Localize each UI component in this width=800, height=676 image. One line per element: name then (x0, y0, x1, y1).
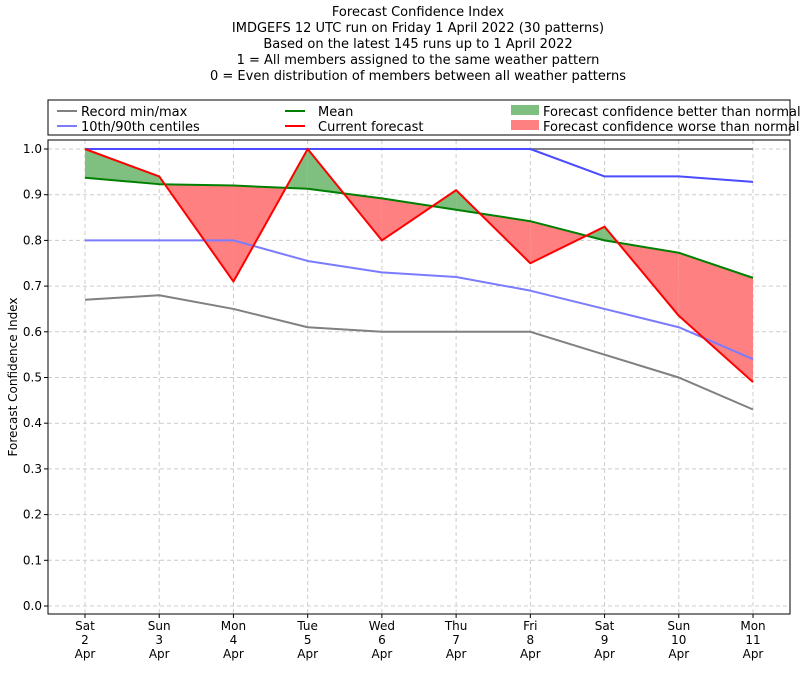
chart-title-block: Forecast Confidence Index IMDGEFS 12 UTC… (210, 5, 626, 84)
x-tick-label: Mon 11 Apr (740, 619, 765, 661)
legend-label-mean: Mean (318, 105, 353, 120)
y-tick-label: 0.2 (23, 508, 42, 522)
series-line-record_min (84, 294, 754, 411)
chart-title-line-4: 1 = All members assigned to the same wea… (237, 53, 600, 68)
legend-label-centiles: 10th/90th centiles (81, 120, 200, 135)
y-tick-label: 0.7 (23, 279, 42, 293)
legend-label-record: Record min/max (81, 105, 188, 120)
x-tick-label: Thu 7 Apr (444, 619, 468, 661)
series-lines (84, 148, 754, 411)
x-axis: Sat 2 Apr Sun 3 Apr Mon 4 Apr Tue 5 Apr Wed 6 Apr Thu 7 A… (75, 614, 766, 661)
legend-label-current: Current forecast (318, 120, 424, 135)
x-tick-label: Fri 8 Apr (520, 619, 541, 661)
chart-title-line-5: 0 = Even distribution of members between… (210, 69, 626, 84)
series-line-p90 (85, 148, 754, 183)
y-tick-label: 1.0 (23, 142, 42, 156)
chart-title-line-3: Based on the latest 145 runs up to 1 Apr… (263, 37, 572, 52)
y-tick-label: 0.8 (23, 233, 42, 247)
series-line-mean (84, 176, 754, 279)
fill-better-than-normal (85, 149, 160, 185)
y-tick-label: 0.3 (23, 462, 42, 476)
x-tick-label: Sun 3 Apr (148, 619, 171, 661)
legend-swatch-worse (511, 120, 539, 130)
series-line-p10 (85, 239, 754, 361)
legend-label-worse: Forecast confidence worse than normal (543, 120, 800, 135)
x-tick-label: Mon 4 Apr (221, 619, 246, 661)
x-tick-label: Sat 9 Apr (594, 619, 615, 661)
series-line-current (84, 148, 754, 383)
legend-swatch-better (511, 105, 539, 115)
legend: Record min/max 10th/90th centiles Mean C… (47, 99, 800, 136)
fill-worse-than-normal (530, 221, 587, 264)
fill-worse-than-normal (678, 252, 753, 383)
legend-label-better: Forecast confidence better than normal (543, 105, 800, 120)
fill-worse-than-normal (381, 198, 433, 241)
y-tick-label: 0.0 (23, 599, 42, 613)
y-axis: 0.0 0.1 0.2 0.3 0.4 0.5 0.6 0.7 0.8 0.9 1.0 (23, 142, 48, 613)
x-tick-label: Sat 2 Apr (75, 619, 96, 661)
legend-box (47, 99, 791, 136)
y-tick-label: 0.1 (23, 553, 42, 567)
x-tick-label: Sun 10 Apr (667, 619, 690, 661)
chart-title-line-2: IMDGEFS 12 UTC run on Friday 1 April 202… (232, 21, 604, 36)
y-tick-label: 0.9 (23, 188, 42, 202)
y-tick-label: 0.5 (23, 371, 42, 385)
chart-title-line-1: Forecast Confidence Index (332, 5, 504, 20)
x-tick-label: Tue 5 Apr (296, 619, 318, 661)
y-tick-label: 0.4 (23, 416, 42, 430)
y-axis-label: Forecast Confidence Index (6, 298, 20, 457)
y-tick-label: 0.6 (23, 325, 42, 339)
x-tick-label: Wed 6 Apr (369, 619, 395, 661)
fill-better-than-normal (586, 226, 605, 241)
